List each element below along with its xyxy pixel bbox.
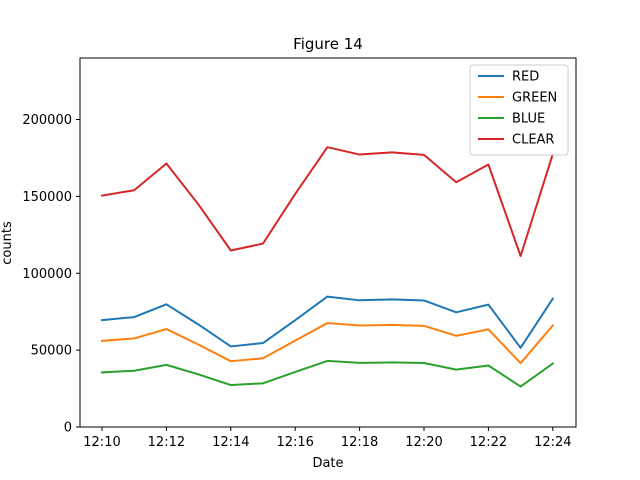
legend-box xyxy=(469,64,569,156)
legend-label-red: RED xyxy=(512,70,539,85)
x-tick-label: 12:16 xyxy=(276,435,313,450)
x-tick-label: 12:24 xyxy=(534,435,571,450)
series-line-blue xyxy=(100,359,555,388)
x-tick-label: 12:10 xyxy=(83,435,120,450)
y-tick-label: 50000 xyxy=(31,344,72,359)
x-tick-label: 12:12 xyxy=(148,435,185,450)
chart-title: Figure 14 xyxy=(293,35,363,53)
x-axis-title: Date xyxy=(312,456,343,471)
legend: RED GREEN BLUE CLEAR xyxy=(469,64,569,156)
y-tick-label: 0 xyxy=(64,421,72,436)
y-axis-title: counts xyxy=(0,221,15,265)
legend-label-blue: BLUE xyxy=(512,112,545,127)
x-tick-label: 12:18 xyxy=(341,435,378,450)
series-line-red xyxy=(100,295,555,349)
plot-frame xyxy=(79,57,577,428)
axes: 0 50000 100000 150000 200000 12:10 12:12 12:14 1… xyxy=(22,57,577,450)
series-line-clear xyxy=(100,146,555,258)
x-tick-label: 12:22 xyxy=(470,435,507,450)
plot-area xyxy=(100,146,555,388)
legend-label-clear: CLEAR xyxy=(512,133,554,148)
legend-label-green: GREEN xyxy=(512,91,557,106)
y-tick-label: 200000 xyxy=(22,113,72,128)
y-tick-label: 100000 xyxy=(22,267,72,282)
x-tick-label: 12:20 xyxy=(405,435,442,450)
y-tick-label: 150000 xyxy=(22,190,72,205)
x-tick-label: 12:14 xyxy=(212,435,249,450)
series-line-green xyxy=(100,322,555,365)
